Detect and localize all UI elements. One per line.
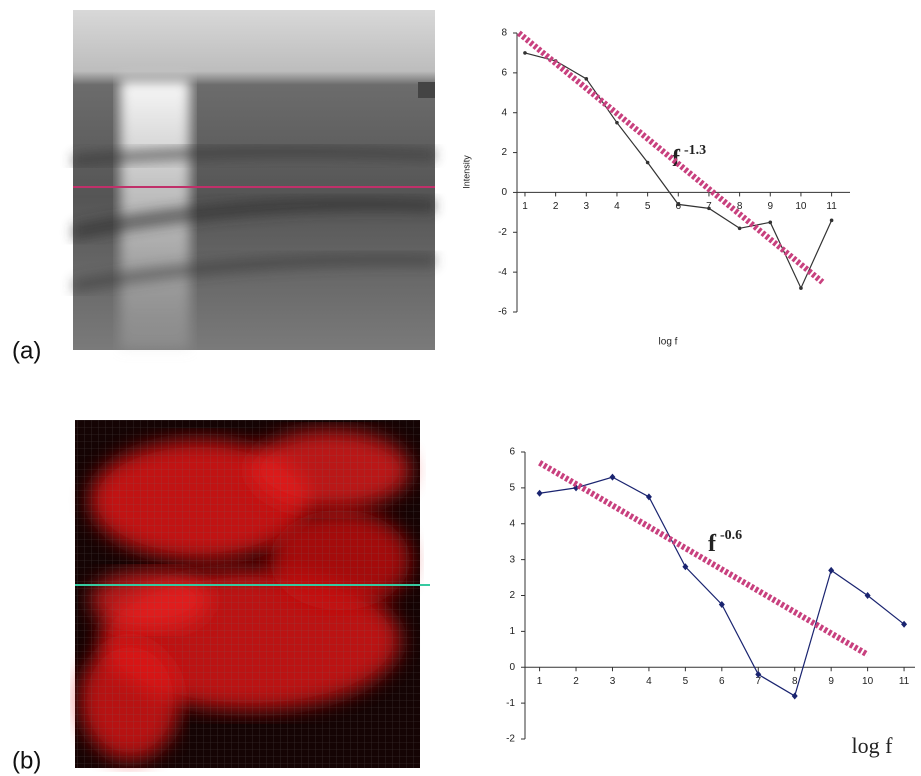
x-tick-label: 7 [706, 201, 712, 212]
data-line [539, 476, 905, 697]
y-tick-label: 0 [501, 187, 507, 198]
x-tick-label: 10 [795, 201, 807, 212]
marker [755, 670, 762, 678]
y-tick-label: 4 [501, 107, 507, 118]
panel-label: (b) [12, 747, 41, 774]
x-tick-label: 2 [553, 201, 559, 212]
x-tick-label: 4 [614, 201, 620, 212]
marker [645, 160, 650, 165]
y-tick-label: 5 [509, 483, 515, 494]
x-tick-label: 8 [737, 201, 743, 212]
x-tick-label: 3 [610, 676, 616, 687]
x-tick-label: 9 [767, 201, 773, 212]
x-axis-label: log f [852, 733, 894, 758]
marker [523, 51, 527, 55]
y-tick-label: 2 [509, 590, 515, 601]
y-tick-label: -2 [498, 227, 507, 238]
y-tick-label: -1 [506, 698, 515, 709]
marker [645, 493, 652, 501]
x-tick-label: 2 [573, 676, 579, 687]
x-tick-label: 11 [826, 201, 837, 212]
marker [536, 489, 543, 497]
annotation-exponent: -1.3 [684, 143, 706, 158]
marker [615, 120, 619, 125]
marker [707, 206, 711, 211]
y-tick-label: -4 [498, 267, 507, 278]
x-tick-label: 5 [645, 201, 651, 212]
y-tick-label: 6 [501, 67, 507, 78]
x-axis-label: log f [659, 337, 678, 348]
y-tick-label: 4 [509, 518, 515, 529]
marker [609, 473, 616, 481]
marker [584, 77, 589, 81]
marker [682, 563, 689, 571]
marker [768, 220, 773, 225]
marker [901, 620, 908, 628]
annotation-base: f [708, 531, 717, 557]
x-tick-label: 6 [719, 676, 725, 687]
marker [737, 226, 742, 231]
x-tick-label: 1 [522, 201, 528, 212]
y-tick-label: 6 [509, 447, 515, 458]
x-tick-label: 1 [537, 676, 543, 687]
x-tick-label: 8 [792, 676, 798, 687]
marker [829, 218, 834, 223]
x-tick-label: 11 [899, 676, 910, 687]
x-tick-label: 3 [584, 201, 590, 212]
y-tick-label: 2 [501, 147, 507, 158]
marker [864, 592, 871, 599]
y-tick-label: 8 [501, 28, 507, 39]
y-tick-label: 1 [509, 626, 515, 637]
y-tick-label: -6 [498, 307, 507, 318]
x-tick-label: 7 [755, 676, 761, 687]
marker [676, 202, 681, 207]
annotation: f -1.3 [672, 143, 706, 171]
x-tick-label: 4 [646, 676, 652, 687]
trend-line [538, 460, 870, 658]
photo-b [75, 420, 430, 768]
annotation-exponent: -0.6 [720, 528, 742, 543]
marker [799, 286, 803, 290]
trend-line [516, 30, 825, 285]
marker [828, 566, 835, 574]
y-axis-label: Intensity [461, 155, 471, 189]
marker [718, 600, 725, 608]
x-tick-label: 10 [862, 676, 874, 687]
y-tick-label: 3 [509, 554, 515, 565]
y-tick-label: 0 [509, 662, 515, 673]
panel-label: (a) [12, 337, 41, 364]
y-tick-label: -2 [506, 734, 515, 745]
x-tick-label: 6 [676, 201, 682, 212]
x-tick-label: 5 [683, 676, 689, 687]
marker [791, 692, 798, 700]
photo-a [73, 10, 435, 350]
x-tick-label: 9 [828, 676, 834, 687]
annotation: f -0.6 [708, 528, 742, 556]
